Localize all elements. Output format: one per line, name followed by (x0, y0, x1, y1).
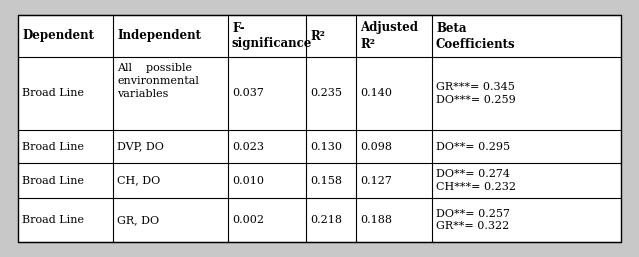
Text: 0.218: 0.218 (310, 215, 342, 225)
Text: All    possible
environmental
variables: All possible environmental variables (117, 63, 199, 99)
Text: 0.037: 0.037 (232, 88, 264, 98)
Bar (18, 15, 621, 242)
Text: 0.130: 0.130 (310, 142, 342, 151)
Text: GR***= 0.345
DO***= 0.259: GR***= 0.345 DO***= 0.259 (436, 82, 516, 105)
Text: 0.127: 0.127 (360, 176, 392, 186)
Text: Broad Line: Broad Line (22, 142, 84, 151)
Text: DO**= 0.257
GR**= 0.322: DO**= 0.257 GR**= 0.322 (436, 209, 510, 231)
Text: Broad Line: Broad Line (22, 176, 84, 186)
Text: 0.010: 0.010 (232, 176, 264, 186)
Text: 0.235: 0.235 (310, 88, 342, 98)
Text: 0.140: 0.140 (360, 88, 392, 98)
Text: DO**= 0.274
CH***= 0.232: DO**= 0.274 CH***= 0.232 (436, 169, 516, 192)
Text: Broad Line: Broad Line (22, 215, 84, 225)
Text: 0.023: 0.023 (232, 142, 264, 151)
Text: Independent: Independent (117, 30, 201, 42)
Text: Beta
Coefficients: Beta Coefficients (436, 22, 516, 50)
Text: 0.188: 0.188 (360, 215, 392, 225)
Text: Adjusted
R²: Adjusted R² (360, 22, 418, 50)
Text: Broad Line: Broad Line (22, 88, 84, 98)
Text: CH, DO: CH, DO (117, 176, 160, 186)
Text: 0.158: 0.158 (310, 176, 342, 186)
Text: R²: R² (310, 30, 325, 42)
Text: DVP, DO: DVP, DO (117, 142, 164, 151)
Text: 0.098: 0.098 (360, 142, 392, 151)
Text: 0.002: 0.002 (232, 215, 264, 225)
Text: DO**= 0.295: DO**= 0.295 (436, 142, 510, 151)
Text: Dependent: Dependent (22, 30, 94, 42)
Text: F-
significance: F- significance (232, 22, 312, 50)
Text: GR, DO: GR, DO (117, 215, 159, 225)
